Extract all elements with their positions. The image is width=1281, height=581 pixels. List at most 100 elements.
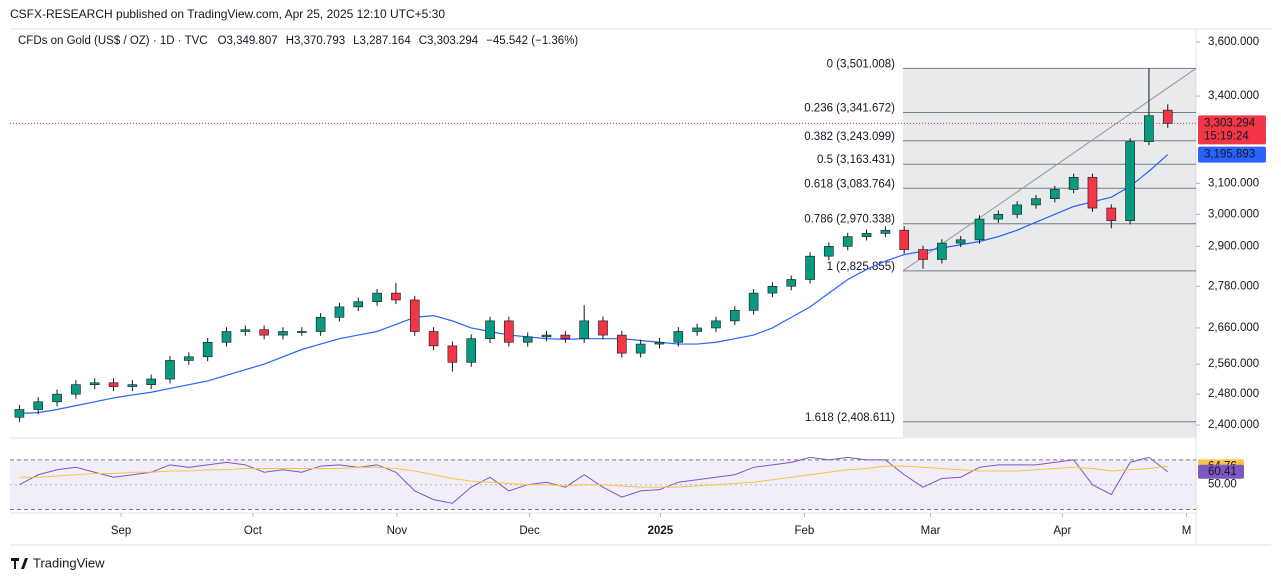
candle-body	[391, 292, 401, 301]
candle-body	[1144, 115, 1154, 142]
candle-body	[824, 246, 834, 257]
candle-body	[33, 401, 44, 410]
x-tick-label: Dec	[519, 525, 540, 537]
ohlc-value: H3,370.793	[286, 35, 345, 47]
candle-body	[278, 331, 288, 336]
candle-body	[372, 292, 382, 302]
rsi-label-box	[1198, 464, 1244, 479]
candle-body	[748, 292, 759, 311]
candle-body	[89, 382, 100, 385]
candle-body	[146, 378, 156, 385]
candle-body	[1125, 141, 1135, 221]
candle-body	[334, 306, 345, 318]
ma-price-label-box	[1198, 146, 1266, 163]
y-tick-label: 2,400.000	[1208, 419, 1259, 431]
candle-body	[786, 279, 797, 287]
candle-body	[428, 331, 439, 347]
last-price-label: 3,303.294	[1204, 117, 1256, 129]
candle-body	[522, 336, 533, 343]
x-tick-label: Feb	[795, 525, 815, 537]
last-price-label-box	[1198, 115, 1266, 145]
candle-body	[937, 242, 947, 260]
candle-body	[504, 320, 514, 343]
candle-body	[1050, 189, 1060, 200]
candle-body	[259, 329, 269, 336]
candle-body	[14, 409, 25, 418]
candle-body	[1068, 176, 1079, 190]
candle-body	[711, 320, 721, 329]
ma-price-label: 3,195.893	[1204, 149, 1255, 161]
candle-body	[598, 320, 608, 336]
fib-label: 0.786 (2,970.338)	[804, 214, 895, 226]
ohlc-value: O3,349.807	[218, 35, 278, 47]
candle-body	[127, 384, 138, 387]
candle-body	[240, 329, 251, 332]
candle-body	[1012, 204, 1022, 215]
candle-body	[221, 331, 232, 343]
candle-body	[165, 360, 175, 380]
candle-body	[447, 345, 458, 363]
y-tick-label: 3,100.000	[1208, 177, 1259, 189]
tradingview-logo: TradingView	[11, 555, 105, 570]
candle-body	[315, 317, 326, 332]
candle-body	[1106, 207, 1117, 221]
candle-body	[993, 214, 1004, 220]
candle-body	[202, 341, 213, 358]
brand: TradingView	[33, 555, 105, 570]
y-tick-label: 2,660.000	[1208, 322, 1259, 334]
candle-body	[955, 239, 966, 244]
x-tick-label: Nov	[387, 525, 408, 537]
candle-body	[767, 285, 778, 294]
candle-body	[654, 341, 665, 345]
moving-average	[19, 154, 1169, 414]
x-tick-label: Apr	[1053, 525, 1071, 537]
candle-body	[805, 255, 815, 280]
rsi-line	[19, 465, 1168, 488]
y-tick-label: 3,400.000	[1208, 90, 1259, 102]
candle-body	[579, 320, 589, 339]
candle-body	[560, 334, 571, 339]
x-tick-label: Sep	[111, 525, 131, 537]
rsi-line	[19, 456, 1169, 504]
publisher: CSFX-RESEARCH published on TradingView.c…	[10, 7, 445, 21]
y-tick-label: 2,560.000	[1208, 358, 1259, 370]
fib-label: 0.618 (3,083.764)	[804, 178, 895, 190]
x-tick-label: M	[1182, 525, 1192, 537]
candle-body	[974, 218, 985, 241]
candle-body	[353, 301, 364, 308]
fib-label: 1.618 (2,408.611)	[805, 412, 895, 424]
y-tick-label: 2,900.000	[1208, 240, 1259, 252]
y-tick-label: 2,480.000	[1208, 388, 1259, 400]
candle-body	[409, 299, 420, 332]
x-tick-label: 2025	[648, 525, 674, 537]
candle-body	[296, 331, 307, 333]
y-tick-label: 2,780.000	[1208, 280, 1259, 292]
rsi-label: 60.41	[1208, 466, 1237, 478]
candle-body	[52, 393, 62, 403]
candle-body	[842, 236, 853, 247]
candle-body	[899, 229, 910, 250]
candle-body	[108, 382, 119, 387]
candle-body	[861, 233, 872, 237]
candle-body	[880, 229, 891, 234]
candle-body	[729, 310, 740, 322]
ohlc-value: L3,287.164	[353, 35, 411, 47]
fib-label: 0.5 (3,163.431)	[817, 154, 895, 166]
fib-label: 0.236 (3,341.672)	[804, 102, 895, 114]
y-tick-label: 3,600.000	[1208, 36, 1259, 48]
candle-body	[1162, 109, 1173, 124]
symbol: CFDs on Gold (US$ / OZ) · 1D · TVC	[18, 35, 208, 47]
last-price-label-countdown: 15:19:24	[1204, 130, 1249, 142]
rsi-tick-label: 50.00	[1208, 479, 1237, 491]
ohlc-value: C3,303.294	[419, 35, 479, 47]
y-tick-label: 3,000.000	[1208, 208, 1259, 220]
candle-body	[184, 356, 194, 361]
x-tick-label: Oct	[244, 525, 263, 537]
fib-label: 1 (2,825.855)	[827, 261, 896, 273]
change: −45.542 (−1.36%)	[486, 35, 578, 47]
candle-body	[485, 320, 495, 339]
x-tick-label: Mar	[921, 525, 941, 537]
candle-body	[466, 338, 477, 363]
